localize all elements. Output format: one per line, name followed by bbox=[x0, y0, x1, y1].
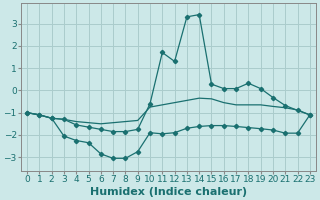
X-axis label: Humidex (Indice chaleur): Humidex (Indice chaleur) bbox=[90, 187, 247, 197]
